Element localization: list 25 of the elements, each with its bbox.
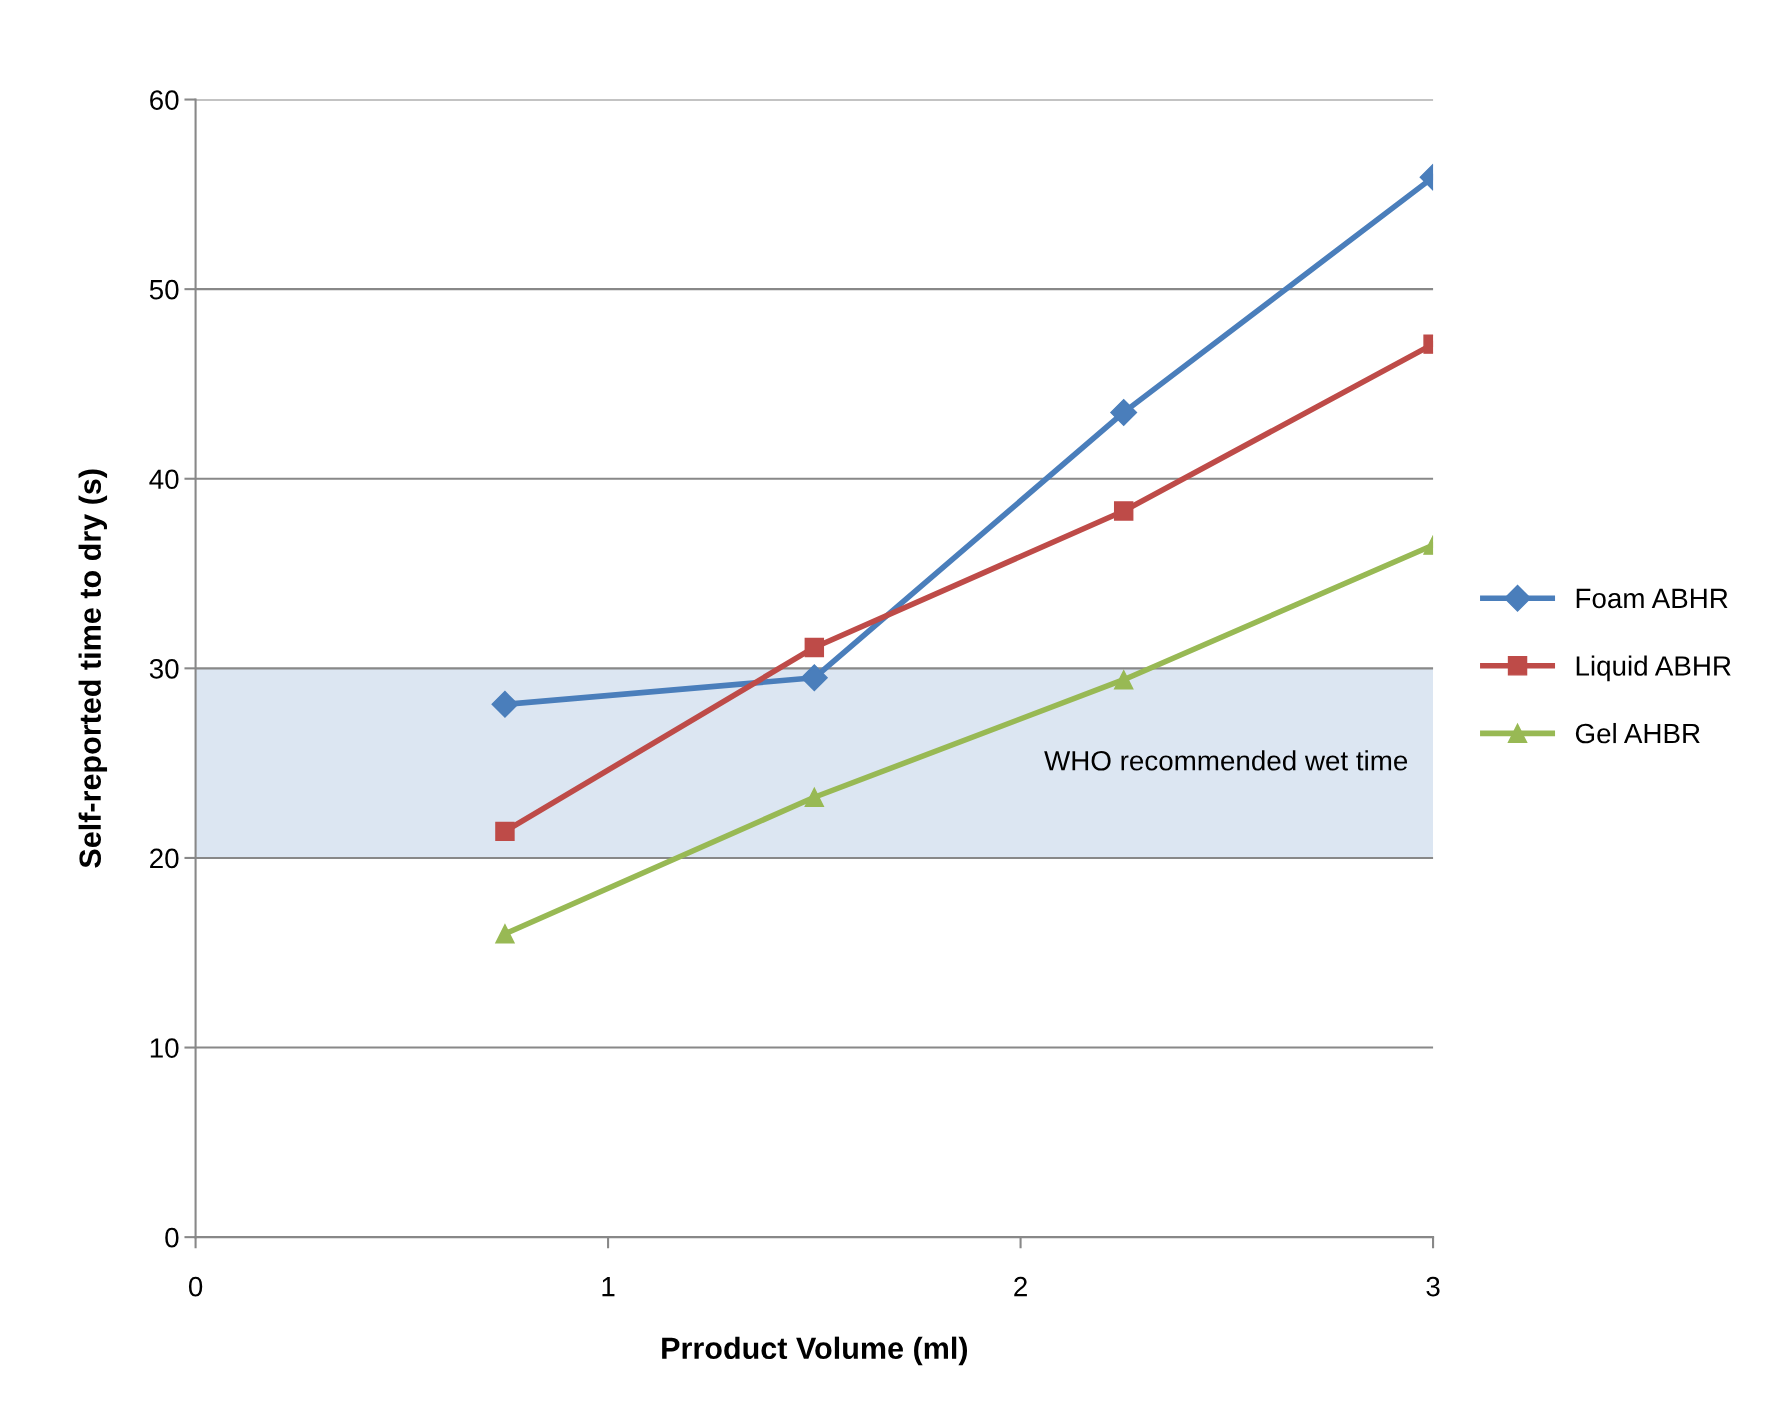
point xyxy=(495,924,515,944)
x-axis-title: Prroduct Volume (ml) xyxy=(662,1336,968,1366)
y-tick-label: 50 xyxy=(149,279,179,300)
y-tick-label: 60 xyxy=(150,90,179,110)
point xyxy=(804,637,825,658)
y-tick-label: 10 xyxy=(150,1038,179,1058)
band-label: WHO recommended wet time xyxy=(1044,750,1408,771)
legend-label: Foam ABHR xyxy=(1576,588,1728,609)
y-tick-label: 20 xyxy=(150,848,179,869)
x-tick-label: 3 xyxy=(1426,1276,1440,1297)
point xyxy=(800,664,828,692)
y-tick-label: 40 xyxy=(149,469,179,490)
point xyxy=(491,690,519,718)
y-axis-title: Self-reported time to dry (s) xyxy=(78,469,108,868)
point xyxy=(1113,501,1134,521)
y-tick-label: 0 xyxy=(165,1227,179,1248)
x-tick-label: 2 xyxy=(1014,1276,1027,1297)
x-tick-label: 1 xyxy=(602,1277,615,1297)
legend-label: Liquid ABHR xyxy=(1576,655,1731,682)
point xyxy=(1113,669,1134,690)
y-tick-label: 30 xyxy=(149,659,179,679)
legend-label: Gel AHBR xyxy=(1575,722,1700,744)
point xyxy=(804,787,825,807)
point xyxy=(495,821,515,842)
x-tick-label: 0 xyxy=(188,1276,203,1297)
